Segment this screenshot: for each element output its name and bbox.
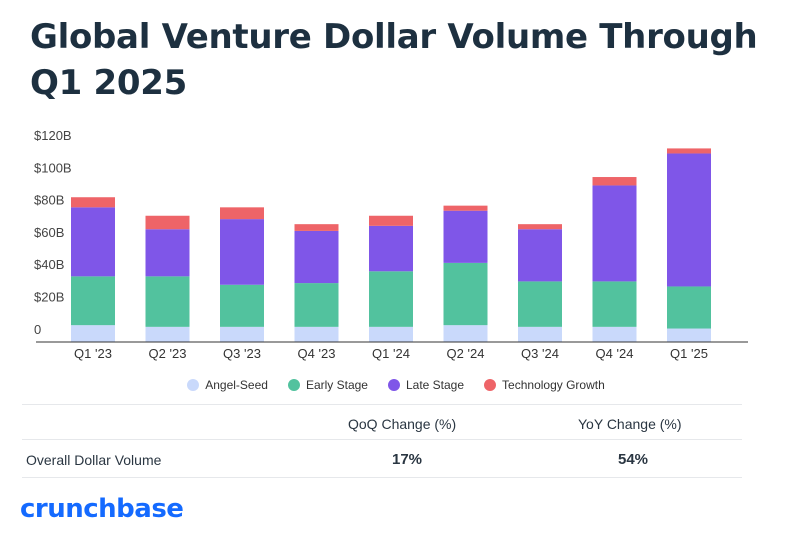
qoq-header: QoQ Change (%) <box>348 416 457 432</box>
x-tick-label: Q1 '24 <box>372 346 410 361</box>
legend-item: Technology Growth <box>484 378 605 392</box>
yoy-header: YoY Change (%) <box>578 416 682 432</box>
x-tick-label: Q3 '24 <box>521 346 559 361</box>
bar-segment-early-stage <box>667 286 711 329</box>
bar-segment-early-stage <box>145 276 190 327</box>
legend-swatch <box>484 379 497 391</box>
stacked-bar-chart: $120B $100B $80B $60B $40B $20B 0 Q1 '23 Q2 '23… <box>34 128 748 361</box>
bar-segment-late-stage <box>294 230 339 284</box>
bar-segment-angel-seed <box>220 326 264 342</box>
bar-segment-late-stage <box>369 225 413 272</box>
legend-label: Early Stage <box>305 378 368 392</box>
legend-swatch <box>187 379 200 391</box>
bar-segment-late-stage <box>71 207 115 277</box>
table-divider-bottom <box>22 477 742 478</box>
x-tick-label: Q2 '23 <box>149 346 187 361</box>
bar-segment-angel-seed <box>369 326 413 342</box>
bar-segment-angel-seed <box>518 326 562 342</box>
bar-segment-late-stage <box>145 229 190 277</box>
qoq-value: 17% <box>392 451 423 468</box>
bars <box>71 148 711 342</box>
legend-label: Technology Growth <box>502 378 605 392</box>
legend-swatch <box>387 379 400 391</box>
bar-segment-late-stage <box>592 185 637 282</box>
legend-item: Late Stage <box>387 378 465 392</box>
bar-segment-technology-growth <box>592 177 637 186</box>
overall-dollar-volume-label: Overall Dollar Volume <box>26 452 162 468</box>
bar-segment-angel-seed <box>592 326 637 342</box>
x-tick-label: Q4 '23 <box>298 346 336 361</box>
bar-segment-late-stage <box>667 153 711 287</box>
y-tick-label: $100B <box>34 160 72 175</box>
bar-segment-late-stage <box>220 219 264 285</box>
bar-segment-early-stage <box>518 281 562 327</box>
legend-item: Early Stage <box>287 378 368 392</box>
x-tick-label: Q4 '24 <box>596 346 634 361</box>
x-tick-label: Q3 '23 <box>223 346 261 361</box>
y-tick-label: $120B <box>34 128 72 143</box>
bar-segment-early-stage <box>369 271 413 327</box>
legend-label: Angel-Seed <box>205 378 268 392</box>
y-tick-label: $40B <box>34 257 64 272</box>
chart-legend: Angel-Seed Early Stage Late Stage Technolog… <box>0 378 792 392</box>
bar-segment-angel-seed <box>294 326 339 342</box>
x-axis-ticks: Q1 '23 Q2 '23 Q3 '23 Q4 '23 Q1 '24 Q2 '24 Q3 '… <box>74 346 708 361</box>
y-axis-ticks: $120B $100B $80B $60B $40B $20B 0 <box>34 128 72 337</box>
legend-swatch <box>287 379 300 391</box>
table-divider-top <box>22 404 742 405</box>
bar-segment-technology-growth <box>220 207 264 220</box>
legend-label: Late Stage <box>405 378 465 392</box>
bar-segment-late-stage <box>518 229 562 282</box>
bar-segment-early-stage <box>71 276 115 326</box>
table-divider-mid <box>22 439 742 440</box>
bar-segment-angel-seed <box>667 328 711 342</box>
bar-segment-technology-growth <box>667 148 711 154</box>
y-tick-label: $60B <box>34 225 64 240</box>
legend-item: Angel-Seed <box>187 378 268 392</box>
x-tick-label: Q1 '23 <box>74 346 112 361</box>
bar-segment-technology-growth <box>369 215 413 226</box>
y-tick-label: 0 <box>34 322 41 337</box>
bar-segment-technology-growth <box>145 215 190 230</box>
yoy-value: 54% <box>618 451 649 468</box>
bar-segment-angel-seed <box>145 326 190 342</box>
bar-segment-angel-seed <box>443 325 488 342</box>
bar-segment-technology-growth <box>294 224 339 231</box>
chart-title: Global Venture Dollar Volume Through Q1 … <box>30 17 758 103</box>
bar-segment-early-stage <box>592 281 637 327</box>
bar-segment-technology-growth <box>518 224 562 230</box>
bar-segment-late-stage <box>443 210 488 263</box>
y-tick-label: $80B <box>34 193 64 208</box>
crunchbase-logo: crunchbase <box>20 494 184 524</box>
bar-segment-technology-growth <box>443 205 488 211</box>
bar-segment-angel-seed <box>71 325 115 342</box>
x-tick-label: Q2 '24 <box>447 346 485 361</box>
bar-segment-early-stage <box>220 284 264 327</box>
y-tick-label: $20B <box>34 290 64 305</box>
bar-segment-early-stage <box>443 262 488 326</box>
bar-segment-technology-growth <box>71 197 115 208</box>
x-tick-label: Q1 '25 <box>670 346 708 361</box>
bar-segment-early-stage <box>294 283 339 327</box>
